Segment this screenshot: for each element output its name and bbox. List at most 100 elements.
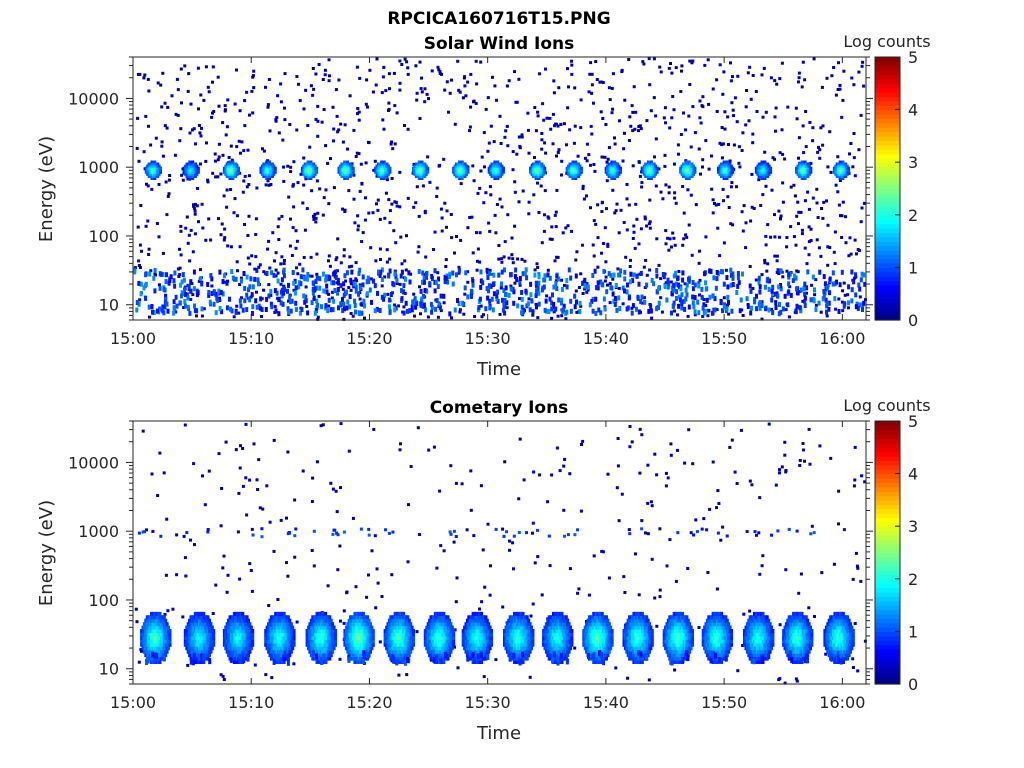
- background-pixel: [859, 113, 863, 117]
- background-pixel: [631, 129, 635, 133]
- background-pixel: [388, 209, 392, 213]
- burst-pixel: [231, 177, 235, 180]
- background-pixel: [161, 251, 165, 255]
- background-pixel: [385, 178, 389, 182]
- low-energy-pixel: [591, 308, 595, 314]
- background-pixel: [195, 204, 199, 208]
- burst-pixel: [652, 162, 656, 166]
- low-energy-pixel: [495, 293, 499, 299]
- background-pixel: [540, 593, 544, 597]
- background-pixel: [507, 79, 511, 83]
- low-energy-pixel: [419, 303, 423, 309]
- background-pixel: [855, 564, 859, 568]
- background-pixel: [730, 181, 734, 185]
- background-pixel: [610, 86, 614, 90]
- low-energy-pixel: [803, 281, 807, 287]
- background-pixel: [226, 573, 230, 577]
- low-energy-pixel: [593, 268, 597, 274]
- background-pixel: [680, 64, 684, 68]
- background-pixel: [863, 639, 867, 643]
- low-energy-pixel: [161, 304, 165, 310]
- background-pixel: [415, 630, 419, 634]
- low-energy-pixel: [183, 299, 187, 304]
- low-energy-pixel: [730, 308, 734, 314]
- colorbar-segment: [875, 302, 900, 308]
- low-energy-pixel: [779, 286, 783, 292]
- background-pixel: [751, 287, 755, 290]
- background-pixel: [715, 506, 718, 510]
- background-pixel: [595, 78, 599, 81]
- low-energy-pixel: [861, 307, 864, 312]
- low-energy-pixel: [735, 290, 739, 295]
- background-pixel: [711, 87, 715, 91]
- burst-pixel: [803, 177, 807, 180]
- background-pixel: [707, 102, 711, 106]
- background-pixel: [216, 175, 220, 179]
- background-pixel: [844, 241, 848, 245]
- background-pixel: [707, 167, 711, 171]
- background-pixel: [145, 182, 148, 186]
- low-energy-pixel: [301, 267, 305, 273]
- background-pixel: [704, 303, 708, 307]
- background-pixel: [770, 307, 774, 311]
- background-pixel: [513, 70, 516, 74]
- low-energy-pixel: [324, 274, 328, 280]
- low-energy-pixel: [514, 267, 518, 273]
- burst-pixel: [655, 170, 659, 174]
- low-energy-pixel: [336, 290, 340, 296]
- background-pixel: [511, 257, 515, 261]
- low-energy-pixel: [158, 271, 162, 277]
- background-pixel: [495, 203, 499, 206]
- background-pixel: [310, 274, 314, 278]
- background-pixel: [789, 185, 793, 189]
- low-energy-pixel: [343, 273, 347, 279]
- background-pixel: [629, 258, 632, 262]
- background-pixel: [542, 118, 546, 122]
- low-energy-pixel: [420, 296, 424, 302]
- background-pixel: [271, 231, 275, 235]
- background-pixel: [731, 108, 735, 112]
- background-pixel: [387, 198, 391, 202]
- low-energy-pixel: [273, 288, 277, 294]
- background-pixel: [163, 124, 167, 128]
- low-energy-pixel: [332, 298, 336, 304]
- colorbar-tick-label: 0: [908, 311, 918, 330]
- low-energy-pixel: [341, 308, 345, 313]
- background-pixel: [394, 241, 398, 245]
- background-pixel: [792, 235, 796, 239]
- background-pixel: [286, 450, 290, 454]
- low-energy-pixel: [360, 310, 364, 316]
- background-pixel: [536, 114, 540, 118]
- low-energy-pixel: [617, 295, 621, 301]
- background-pixel: [248, 562, 252, 566]
- colorbar-segment: [875, 254, 900, 260]
- colorbar-segment: [875, 149, 900, 155]
- background-pixel: [623, 591, 627, 594]
- background-pixel: [841, 98, 845, 102]
- background-pixel: [637, 160, 641, 164]
- colorbar-segment: [875, 210, 900, 216]
- background-pixel: [758, 572, 762, 576]
- background-pixel: [193, 543, 196, 547]
- background-pixel: [416, 426, 420, 430]
- background-pixel: [797, 222, 800, 226]
- background-pixel: [418, 533, 421, 536]
- burst-pixel: [231, 160, 235, 164]
- burst-pixel: [210, 625, 214, 630]
- low-energy-pixel: [414, 304, 418, 310]
- background-pixel: [809, 161, 813, 165]
- background-pixel: [137, 264, 141, 267]
- background-pixel: [458, 90, 462, 94]
- burst-pixel: [315, 168, 319, 172]
- background-pixel: [701, 105, 705, 109]
- burst-pixel: [729, 172, 733, 176]
- background-pixel: [360, 240, 364, 243]
- background-pixel: [486, 271, 490, 275]
- low-energy-pixel: [701, 305, 705, 311]
- low-energy-pixel: [682, 298, 686, 304]
- background-pixel: [189, 538, 192, 542]
- low-energy-pixel: [393, 271, 397, 277]
- background-pixel: [459, 238, 463, 242]
- background-pixel: [243, 223, 246, 226]
- burst-pixel: [649, 177, 653, 180]
